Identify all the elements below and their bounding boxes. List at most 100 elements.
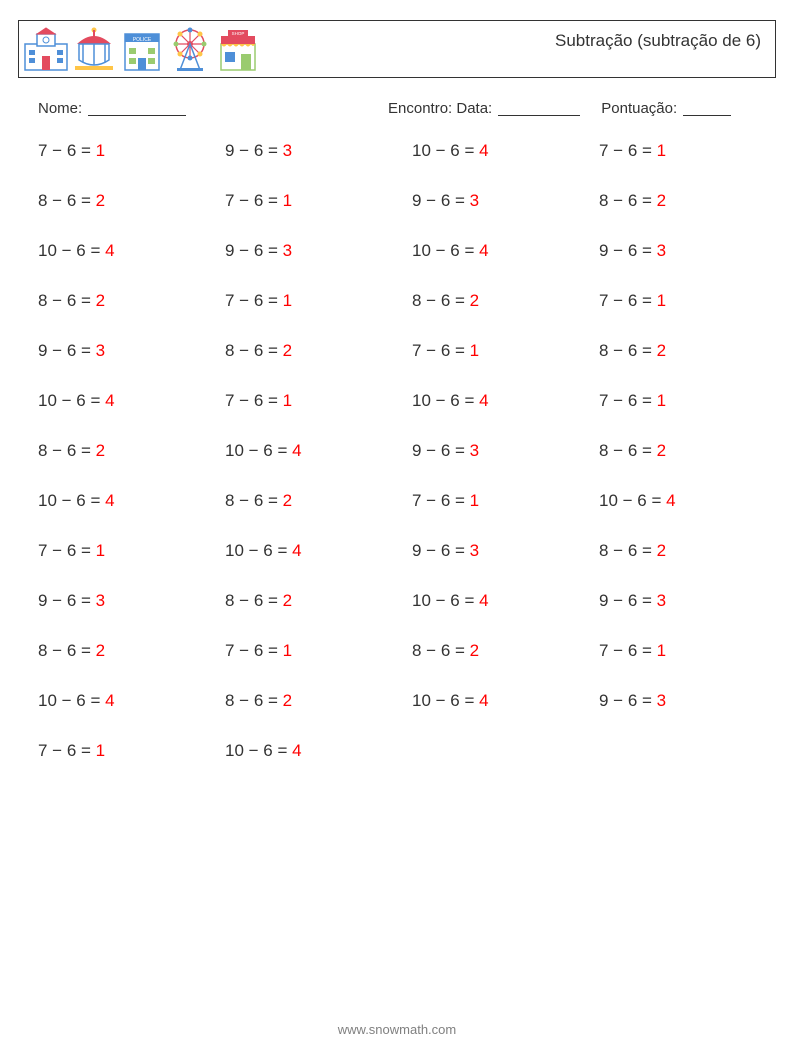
problem-expression: 8 − 6 = <box>225 591 283 610</box>
problem-answer: 2 <box>283 491 292 510</box>
problem-answer: 4 <box>105 491 114 510</box>
problem-cell: 9 − 6 = 3 <box>599 591 776 611</box>
problem-expression: 8 − 6 = <box>599 541 657 560</box>
problem-cell: 7 − 6 = 1 <box>599 291 776 311</box>
problem-cell: 8 − 6 = 2 <box>38 291 215 311</box>
problem-cell: 10 − 6 = 4 <box>412 691 589 711</box>
problem-expression: 7 − 6 = <box>225 641 283 660</box>
problem-answer: 4 <box>479 591 488 610</box>
problem-answer: 4 <box>479 391 488 410</box>
problem-cell: 8 − 6 = 2 <box>225 341 402 361</box>
problem-answer: 4 <box>292 541 301 560</box>
problem-answer: 2 <box>657 441 666 460</box>
name-field: Nome: <box>38 100 388 117</box>
problem-cell: 8 − 6 = 2 <box>599 191 776 211</box>
problem-expression: 10 − 6 = <box>412 141 479 160</box>
name-label: Nome: <box>38 100 82 117</box>
school-building-icon <box>23 26 69 72</box>
problem-answer: 3 <box>657 241 666 260</box>
problem-cell: 10 − 6 = 4 <box>412 591 589 611</box>
problem-answer: 1 <box>657 391 666 410</box>
problem-answer: 4 <box>479 141 488 160</box>
problem-cell: 10 − 6 = 4 <box>38 241 215 261</box>
problem-cell: 7 − 6 = 1 <box>225 291 402 311</box>
problem-answer: 1 <box>96 541 105 560</box>
carousel-icon <box>71 26 117 72</box>
problem-cell: 7 − 6 = 1 <box>225 191 402 211</box>
problems-grid: 7 − 6 = 1 9 − 6 = 3 10 − 6 = 4 7 − 6 = 1 8 −… <box>18 141 776 761</box>
problem-expression: 7 − 6 = <box>225 391 283 410</box>
problem-cell: 8 − 6 = 2 <box>599 541 776 561</box>
problem-expression: 7 − 6 = <box>599 291 657 310</box>
shop-icon: SHOP <box>215 26 261 72</box>
problem-answer: 3 <box>470 541 479 560</box>
problem-expression: 10 − 6 = <box>225 741 292 760</box>
problem-expression: 7 − 6 = <box>225 291 283 310</box>
problem-cell: 7 − 6 = 1 <box>599 391 776 411</box>
problem-cell: 8 − 6 = 2 <box>38 641 215 661</box>
problem-expression: 9 − 6 = <box>225 241 283 260</box>
problem-expression: 9 − 6 = <box>38 341 96 360</box>
problem-expression: 7 − 6 = <box>412 491 470 510</box>
problem-expression: 7 − 6 = <box>38 741 96 760</box>
worksheet-title: Subtração (subtração de 6) <box>555 31 765 51</box>
problem-expression: 10 − 6 = <box>599 491 666 510</box>
problem-answer: 1 <box>96 741 105 760</box>
problem-cell: 10 − 6 = 4 <box>225 541 402 561</box>
problem-answer: 3 <box>470 191 479 210</box>
problem-expression: 10 − 6 = <box>38 491 105 510</box>
problem-cell: 9 − 6 = 3 <box>225 141 402 161</box>
problem-expression: 9 − 6 = <box>225 141 283 160</box>
problem-answer: 3 <box>283 241 292 260</box>
date-score-field: Encontro: Data: Pontuação: <box>388 100 776 117</box>
problem-expression: 7 − 6 = <box>225 191 283 210</box>
problem-cell: 7 − 6 = 1 <box>38 741 215 761</box>
problem-expression: 8 − 6 = <box>38 191 96 210</box>
problem-cell: 8 − 6 = 2 <box>38 441 215 461</box>
worksheet-page: POLICE <box>0 0 794 771</box>
problem-cell: 8 − 6 = 2 <box>412 291 589 311</box>
problem-expression: 8 − 6 = <box>412 641 470 660</box>
problem-answer: 2 <box>470 641 479 660</box>
svg-text:POLICE: POLICE <box>133 37 152 43</box>
problem-cell: 7 − 6 = 1 <box>412 341 589 361</box>
problem-answer: 1 <box>657 641 666 660</box>
problem-expression: 9 − 6 = <box>412 191 470 210</box>
problem-answer: 1 <box>283 191 292 210</box>
problem-expression: 8 − 6 = <box>412 291 470 310</box>
problem-expression: 7 − 6 = <box>38 541 96 560</box>
problem-answer: 3 <box>283 141 292 160</box>
problem-expression: 8 − 6 = <box>599 341 657 360</box>
problem-answer: 1 <box>470 341 479 360</box>
problem-cell: 8 − 6 = 2 <box>38 191 215 211</box>
problem-expression: 8 − 6 = <box>599 191 657 210</box>
footer-url: www.snowmath.com <box>0 1022 794 1037</box>
problem-answer: 1 <box>283 291 292 310</box>
problem-cell: 8 − 6 = 2 <box>599 341 776 361</box>
problem-expression: 10 − 6 = <box>412 241 479 260</box>
problem-answer: 1 <box>96 141 105 160</box>
problem-cell: 10 − 6 = 4 <box>412 391 589 411</box>
problem-cell: 9 − 6 = 3 <box>599 691 776 711</box>
problem-cell: 10 − 6 = 4 <box>412 241 589 261</box>
problem-answer: 3 <box>96 341 105 360</box>
problem-expression: 10 − 6 = <box>225 441 292 460</box>
problem-expression: 10 − 6 = <box>38 391 105 410</box>
problem-answer: 1 <box>657 291 666 310</box>
problem-expression: 10 − 6 = <box>412 591 479 610</box>
problem-cell: 10 − 6 = 4 <box>38 491 215 511</box>
problem-expression: 10 − 6 = <box>38 691 105 710</box>
problem-answer: 2 <box>96 191 105 210</box>
problem-answer: 4 <box>105 691 114 710</box>
problem-cell: 7 − 6 = 1 <box>38 541 215 561</box>
problem-expression: 8 − 6 = <box>225 691 283 710</box>
problem-cell: 7 − 6 = 1 <box>225 641 402 661</box>
problem-expression: 9 − 6 = <box>599 691 657 710</box>
problem-cell: 9 − 6 = 3 <box>412 541 589 561</box>
problem-expression: 8 − 6 = <box>225 341 283 360</box>
problem-cell: 7 − 6 = 1 <box>412 491 589 511</box>
problem-answer: 4 <box>105 391 114 410</box>
header-icons: POLICE <box>23 26 261 72</box>
problem-answer: 3 <box>657 591 666 610</box>
problem-cell: 8 − 6 = 2 <box>599 441 776 461</box>
